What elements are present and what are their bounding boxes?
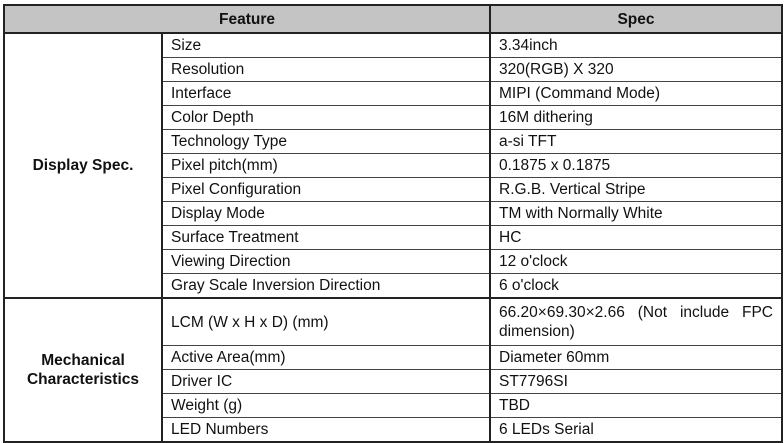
spec-cell: ST7796SI [489,369,783,394]
feature-cell: Active Area(mm) [161,345,491,370]
table-row: Driver IC ST7796SI [4,369,783,394]
spec-cell: a-si TFT [489,129,783,154]
table-row: Pixel pitch(mm) 0.1875 x 0.1875 [4,153,783,178]
spec-cell: R.G.B. Vertical Stripe [489,177,783,202]
feature-cell: Driver IC [161,369,491,394]
feature-cell: LED Numbers [161,417,491,443]
feature-cell: Technology Type [161,129,491,154]
spec-cell: 320(RGB) X 320 [489,57,783,82]
feature-cell: Interface [161,81,491,106]
feature-cell: Size [161,32,491,58]
table-row: Viewing Direction 12 o'clock [4,249,783,274]
feature-cell: Resolution [161,57,491,82]
table-row: Display Spec. Size 3.34inch [3,32,783,299]
spec-cell: 66.20×69.30×2.66 (Not include FPC dimens… [489,297,783,346]
spec-table: Feature Spec Display Spec. Size 3.34inch Re… [3,4,783,443]
group-label: Mechanical Characteristics [3,297,163,443]
table-row: Display Mode TM with Normally White [4,201,783,226]
header-feature: Feature [3,4,491,34]
spec-cell: TM with Normally White [489,201,783,226]
feature-cell: Surface Treatment [161,225,491,250]
table-row: Gray Scale Inversion Direction 6 o'clock [4,273,783,299]
table-row: Weight (g) TBD [4,393,783,418]
spec-cell: 16M dithering [489,105,783,130]
header-spec: Spec [489,4,783,34]
table-row: Color Depth 16M dithering [4,105,783,130]
spec-cell: HC [489,225,783,250]
feature-cell: LCM (W x H x D) (mm) [161,297,491,346]
feature-cell: Gray Scale Inversion Direction [161,273,491,299]
group-label: Display Spec. [3,32,163,299]
table-row: Mechanical Characteristics LCM (W x H x D… [3,297,783,443]
feature-cell: Display Mode [161,201,491,226]
spec-cell: MIPI (Command Mode) [489,81,783,106]
spec-cell: 12 o'clock [489,249,783,274]
feature-cell: Pixel pitch(mm) [161,153,491,178]
spec-cell: Diameter 60mm [489,345,783,370]
table-row: Active Area(mm) Diameter 60mm [4,345,783,370]
spec-cell: TBD [489,393,783,418]
spec-cell: 6 o'clock [489,273,783,299]
table-row: Surface Treatment HC [4,225,783,250]
spec-cell: 6 LEDs Serial [489,417,783,443]
header-row: Feature Spec [3,4,783,34]
spec-cell: 0.1875 x 0.1875 [489,153,783,178]
table-row: Technology Type a-si TFT [4,129,783,154]
feature-cell: Color Depth [161,105,491,130]
spec-cell: 3.34inch [489,32,783,58]
table-row: Resolution 320(RGB) X 320 [4,57,783,82]
feature-cell: Weight (g) [161,393,491,418]
table-row: LED Numbers 6 LEDs Serial [4,417,783,443]
table-row: Pixel Configuration R.G.B. Vertical Strip… [4,177,783,202]
table-row: Interface MIPI (Command Mode) [4,81,783,106]
feature-cell: Pixel Configuration [161,177,491,202]
feature-cell: Viewing Direction [161,249,491,274]
